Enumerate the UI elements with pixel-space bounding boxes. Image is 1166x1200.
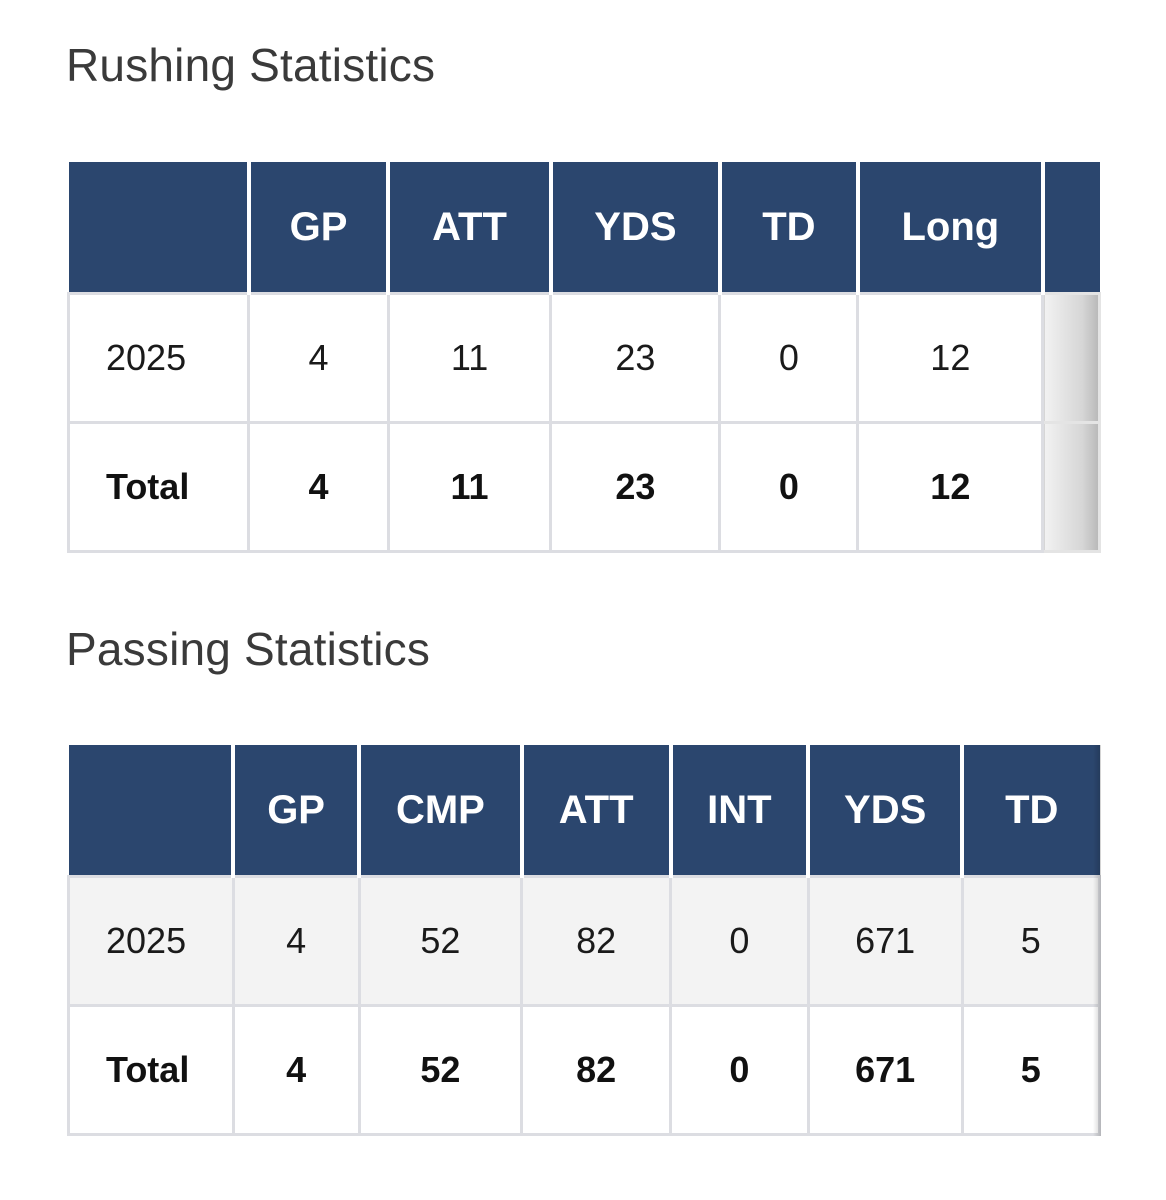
- column-header-gp[interactable]: GP: [246, 162, 389, 294]
- passing-table-container[interactable]: GP CMP ATT INT YDS TD 2025 4 52 82 0 671…: [67, 745, 1101, 1136]
- long-cell: 12: [856, 292, 1045, 424]
- table-row: 2025 4 11 23 0 12: [67, 292, 1101, 424]
- total-cmp-cell: 52: [357, 1004, 524, 1136]
- total-td-cell: 0: [718, 421, 860, 553]
- table-row: 2025 4 52 82 0 671 5: [67, 875, 1101, 1007]
- total-td-cell: 5: [960, 1004, 1101, 1136]
- cmp-cell: 52: [357, 875, 524, 1007]
- season-cell: 2025: [67, 292, 251, 424]
- td-cell: 5: [960, 875, 1101, 1007]
- table-header-row: GP CMP ATT INT YDS TD: [68, 745, 1100, 877]
- column-header-gp[interactable]: GP: [231, 745, 360, 877]
- total-label-cell: Total: [67, 421, 251, 553]
- season-cell: 2025: [67, 875, 235, 1007]
- total-yds-cell: 23: [549, 421, 722, 553]
- column-header-att[interactable]: ATT: [386, 162, 551, 294]
- total-label-cell: Total: [67, 1004, 235, 1136]
- column-header-season: [68, 162, 249, 294]
- column-header-att[interactable]: ATT: [519, 745, 671, 877]
- column-header-td[interactable]: TD: [960, 745, 1100, 877]
- column-header-overflow: [1040, 162, 1100, 294]
- gp-cell: 4: [247, 292, 390, 424]
- column-header-long[interactable]: Long: [855, 162, 1043, 294]
- total-long-cell: 12: [856, 421, 1045, 553]
- total-att-cell: 82: [520, 1004, 673, 1136]
- overflow-cell: [1041, 421, 1101, 553]
- total-yds-cell: 671: [806, 1004, 964, 1136]
- column-header-td[interactable]: TD: [717, 162, 858, 294]
- column-header-int[interactable]: INT: [668, 745, 809, 877]
- total-int-cell: 0: [669, 1004, 810, 1136]
- overflow-cell: [1041, 292, 1101, 424]
- rushing-section-title: Rushing Statistics: [66, 39, 436, 91]
- column-header-yds[interactable]: YDS: [548, 162, 720, 294]
- total-att-cell: 11: [386, 421, 553, 553]
- att-cell: 11: [386, 292, 553, 424]
- rushing-table-container[interactable]: GP ATT YDS TD Long 2025 4 11 23 0 12 Tot…: [67, 162, 1101, 553]
- total-gp-cell: 4: [247, 421, 390, 553]
- gp-cell: 4: [231, 875, 361, 1007]
- att-cell: 82: [520, 875, 673, 1007]
- yds-cell: 671: [806, 875, 964, 1007]
- total-row: Total 4 11 23 0 12: [67, 421, 1101, 553]
- passing-stats-table: GP CMP ATT INT YDS TD 2025 4 52 82 0 671…: [67, 745, 1101, 1136]
- passing-section-title: Passing Statistics: [66, 623, 431, 675]
- table-header-row: GP ATT YDS TD Long: [68, 162, 1100, 294]
- rushing-stats-table: GP ATT YDS TD Long 2025 4 11 23 0 12 Tot…: [67, 162, 1101, 553]
- column-header-season: [68, 745, 234, 877]
- column-header-cmp[interactable]: CMP: [357, 745, 522, 877]
- yds-cell: 23: [549, 292, 722, 424]
- int-cell: 0: [669, 875, 810, 1007]
- total-row: Total 4 52 82 0 671 5: [67, 1004, 1101, 1136]
- column-header-yds[interactable]: YDS: [806, 745, 963, 877]
- total-gp-cell: 4: [231, 1004, 361, 1136]
- td-cell: 0: [718, 292, 860, 424]
